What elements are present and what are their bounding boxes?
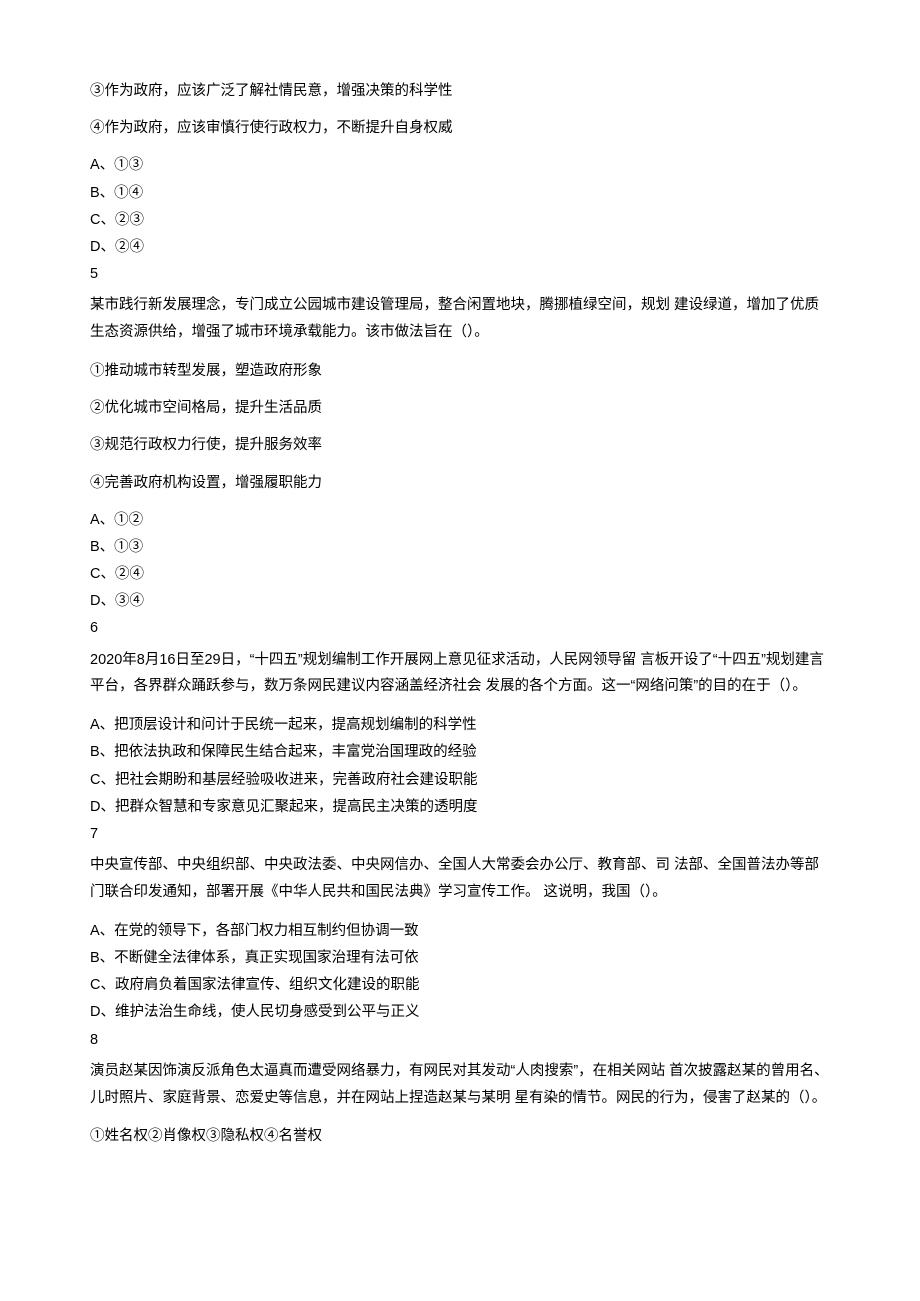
question-stem: 演员赵某因饰演反派角色太逼真而遭受网络暴力，有网民对其发动“人肉搜索”，在相关网… [90, 1058, 830, 1112]
option-a: A、①③ [90, 154, 830, 177]
question-number: 8 [90, 1029, 830, 1052]
option-a: A、①② [90, 509, 830, 532]
question-7: 7 中央宣传部、中央组织部、中央政法委、中央网信办、全国人大常委会办公厅、教育部… [90, 823, 830, 1025]
option-c: C、②③ [90, 209, 830, 232]
question-8: 8 演员赵某因饰演反派角色太逼真而遭受网络暴力，有网民对其发动“人肉搜索”，在相… [90, 1029, 830, 1149]
option-d: D、②④ [90, 236, 830, 259]
statement-4: ④作为政府，应该审慎行使行政权力，不断提升自身权威 [90, 117, 830, 140]
statement-3: ③作为政府，应该广泛了解社情民意，增强决策的科学性 [90, 80, 830, 103]
option-c: C、政府肩负着国家法律宣传、组织文化建设的职能 [90, 974, 830, 997]
option-c: C、把社会期盼和基层经验吸收进来，完善政府社会建设职能 [90, 769, 830, 792]
option-b: B、①③ [90, 536, 830, 559]
statement-1: ①推动城市转型发展，塑造政府形象 [90, 360, 830, 383]
statement-combined: ①姓名权②肖像权③隐私权④名誉权 [90, 1125, 830, 1148]
option-a: A、把顶层设计和问计于民统一起来，提高规划编制的科学性 [90, 714, 830, 737]
option-b: B、把依法执政和保障民生结合起来，丰富党治国理政的经验 [90, 741, 830, 764]
question-4-tail: ③作为政府，应该广泛了解社情民意，增强决策的科学性 ④作为政府，应该审慎行使行政… [90, 80, 830, 259]
question-stem: 中央宣传部、中央组织部、中央政法委、中央网信办、全国人大常委会办公厅、教育部、司… [90, 852, 830, 906]
option-d: D、把群众智慧和专家意见汇聚起来，提高民主决策的透明度 [90, 796, 830, 819]
option-d: D、③④ [90, 590, 830, 613]
statement-3: ③规范行政权力行使，提升服务效率 [90, 434, 830, 457]
question-number: 5 [90, 263, 830, 286]
statement-2: ②优化城市空间格局，提升生活品质 [90, 397, 830, 420]
question-5: 5 某市践行新发展理念，专门成立公园城市建设管理局，整合闲置地块，腾挪植绿空间，… [90, 263, 830, 613]
question-6: 6 2020年8月16日至29日，“十四五”规划编制工作开展网上意见征求活动，人… [90, 617, 830, 819]
option-d: D、维护法治生命线，使人民切身感受到公平与正义 [90, 1001, 830, 1024]
option-c: C、②④ [90, 563, 830, 586]
question-number: 7 [90, 823, 830, 846]
statement-4: ④完善政府机构设置，增强履职能力 [90, 472, 830, 495]
option-b: B、不断健全法律体系，真正实现国家治理有法可依 [90, 947, 830, 970]
question-stem: 某市践行新发展理念，专门成立公园城市建设管理局，整合闲置地块，腾挪植绿空间，规划… [90, 292, 830, 346]
option-a: A、在党的领导下，各部门权力相互制约但协调一致 [90, 920, 830, 943]
option-b: B、①④ [90, 182, 830, 205]
question-stem: 2020年8月16日至29日，“十四五”规划编制工作开展网上意见征求活动，人民网… [90, 647, 830, 701]
question-number: 6 [90, 617, 830, 640]
